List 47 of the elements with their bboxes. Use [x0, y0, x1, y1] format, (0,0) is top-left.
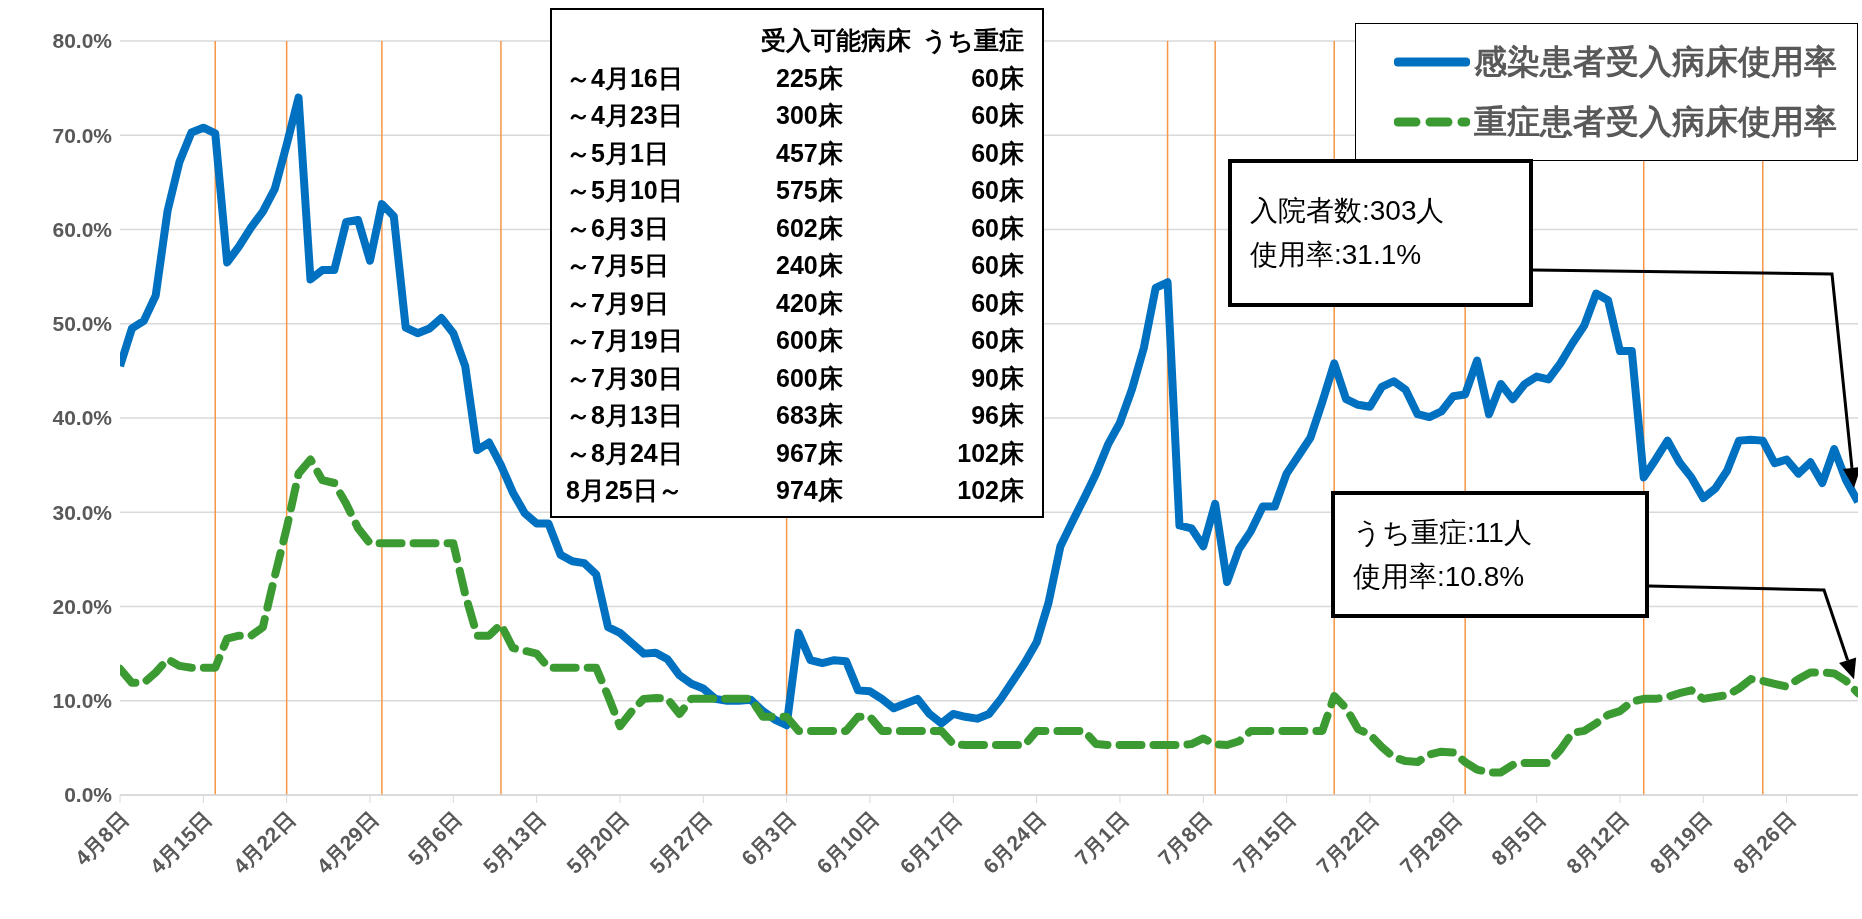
x-tick-label: 5月6日: [403, 807, 467, 870]
x-tick-label: 6月10日: [811, 807, 883, 878]
text: 8月25日～ 974床 102床: [566, 476, 1024, 505]
text: ～6月3日 602床 60床: [566, 213, 1024, 242]
x-tick-label: 4月8日: [70, 807, 133, 870]
x-tick-label: 5月13日: [478, 807, 550, 878]
text: ～7月30日 600床 90床: [566, 363, 1024, 392]
x-tick-label: 6月24日: [978, 807, 1050, 878]
y-tick-label: 40.0%: [52, 406, 113, 430]
x-tick-label: 7月22日: [1311, 807, 1383, 878]
annotation: 入院者数:303人使用率:31.1%: [1250, 194, 1446, 272]
x-tick-label: 6月17日: [895, 807, 967, 878]
text: ～4月23日 300床 60床: [566, 101, 1024, 130]
y-tick-label: 80.0%: [52, 29, 113, 53]
x-tick-label: 7月8日: [1153, 807, 1216, 870]
text: ～4月16日 225床 60床: [566, 63, 1024, 92]
y-tick-label: 10.0%: [52, 689, 113, 713]
y-tick-label: 30.0%: [52, 500, 113, 524]
annotation: 受入可能病床 うち重症: [759, 25, 1024, 57]
text: ～5月10日 575床 60床: [566, 176, 1024, 205]
text: ～8月24日 967床 102床: [566, 438, 1024, 467]
x-tick-label: 5月20日: [561, 807, 633, 878]
x-tick-label: 8月5日: [1486, 807, 1550, 870]
text: ～5月1日 457床 60床: [566, 138, 1024, 167]
x-tick-label: 7月29日: [1395, 807, 1466, 878]
x-tick-label: 4月15日: [145, 807, 217, 878]
y-tick-label: 20.0%: [52, 594, 113, 618]
y-tick-label: 70.0%: [52, 123, 113, 147]
x-tick-label: 6月3日: [736, 807, 800, 870]
x-tick-label: 4月29日: [311, 807, 383, 878]
x-tick-label: 7月15日: [1228, 807, 1300, 878]
x-tick-label: 5月27日: [645, 807, 717, 878]
text: ～7月9日 420床 60床: [566, 288, 1024, 317]
annotation: うち重症:11人使用率:10.8%: [1353, 515, 1533, 594]
y-tick-label: 60.0%: [52, 217, 113, 241]
text: ～7月19日 600床 60床: [566, 326, 1024, 355]
text: ～8月13日 683床 96床: [566, 401, 1024, 430]
x-tick-label: 4月22日: [228, 807, 300, 878]
x-tick-label: 7月1日: [1070, 807, 1133, 870]
legend-label: 感染患者受入病床使用率: [1474, 41, 1837, 82]
y-tick-label: 0.0%: [64, 783, 113, 807]
x-tick-label: 8月19日: [1645, 807, 1716, 878]
x-tick-label: 8月26日: [1728, 807, 1800, 878]
text: ～7月5日 240床 60床: [566, 251, 1024, 280]
y-tick-label: 50.0%: [52, 312, 113, 336]
legend-label: 重症患者受入病床使用率: [1474, 101, 1837, 142]
x-tick-label: 8月12日: [1561, 807, 1633, 878]
